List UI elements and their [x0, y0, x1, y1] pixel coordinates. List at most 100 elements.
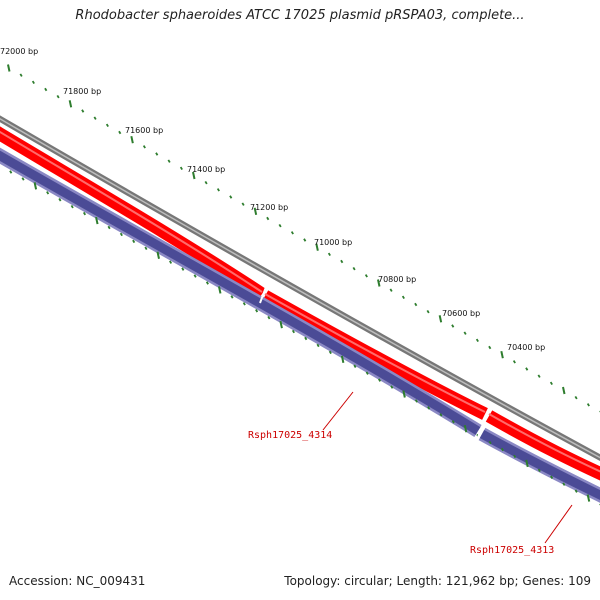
outer-tick — [216, 188, 220, 192]
inner-tick — [21, 177, 25, 181]
gene-boundary-gap — [483, 406, 491, 424]
orf-boundary-gap — [476, 423, 484, 441]
outer-tick — [130, 135, 134, 144]
inner-tick — [70, 204, 74, 209]
outer-tick — [512, 360, 516, 364]
inner-tick — [144, 246, 148, 251]
outer-tick — [105, 123, 109, 128]
inner-tick — [58, 198, 62, 202]
outer-tick — [562, 386, 566, 395]
ruler-labels: 72000 bp 71800 bp 71600 bp 71400 bp 71200 bp… — [0, 47, 545, 352]
orf-track-lower-fill — [479, 430, 600, 501]
inner-tick-marks — [9, 170, 600, 506]
ruler-label: 72000 bp — [0, 47, 38, 56]
outer-tick — [426, 309, 430, 314]
inner-tick — [562, 482, 566, 486]
inner-tick — [586, 494, 591, 502]
inner-tick — [463, 424, 468, 433]
ruler-label: 71000 bp — [314, 238, 352, 247]
outer-tick — [179, 166, 183, 171]
inner-tick — [427, 406, 431, 410]
gene-label-Rsph17025_4313[interactable]: Rsph17025_4313 — [470, 545, 554, 556]
gene-label-Rsph17025_4314[interactable]: Rsph17025_4314 — [248, 430, 332, 441]
accession-label: Accession: NC_009431 — [9, 574, 146, 588]
inner-tick — [230, 295, 234, 299]
ruler-label: 70400 bp — [507, 343, 545, 352]
inner-tick — [291, 329, 295, 334]
inner-tick — [156, 251, 160, 259]
plasmid-backbone-highlight — [0, 117, 600, 459]
gene-Rsph17025_4313[interactable] — [485, 410, 600, 481]
inner-tick — [193, 274, 197, 278]
gene-Rsph17025_4314[interactable] — [0, 126, 266, 300]
inner-tick — [9, 170, 13, 174]
outer-tick — [93, 116, 97, 120]
inner-tick — [82, 211, 87, 216]
inner-tick — [217, 286, 222, 294]
outer-tick — [253, 207, 258, 216]
outer-tick — [204, 180, 208, 185]
ruler-label: 71200 bp — [250, 203, 288, 212]
outer-tick — [475, 338, 479, 343]
inner-tick — [267, 315, 271, 320]
map-title: Rhodobacter sphaeroides ATCC 17025 plasm… — [75, 8, 525, 23]
outer-tick — [364, 274, 368, 278]
ruler-label: 70800 bp — [378, 275, 416, 284]
callout-line-Rsph17025_4313 — [544, 504, 573, 544]
outer-tick — [167, 159, 171, 163]
inner-tick — [119, 232, 123, 237]
outer-tick — [389, 288, 393, 292]
outer-tick — [19, 73, 23, 77]
inner-tick — [488, 440, 492, 445]
outer-tick — [7, 64, 11, 72]
outer-tick — [327, 252, 331, 257]
outer-tick — [278, 223, 282, 228]
outer-tick — [192, 171, 196, 180]
outer-tick — [290, 231, 294, 235]
inner-tick — [255, 309, 259, 313]
inner-tick — [402, 390, 406, 398]
inner-tick — [537, 468, 541, 473]
inner-tick — [377, 378, 382, 382]
outer-tick — [241, 202, 245, 206]
inner-tick — [304, 336, 308, 341]
outer-tick — [451, 324, 455, 328]
outer-tick — [142, 145, 146, 149]
outer-tick — [118, 130, 122, 135]
inner-tick — [340, 355, 345, 364]
outer-tick — [549, 381, 553, 386]
outer-tick-marks — [7, 64, 600, 413]
inner-tick — [353, 364, 357, 368]
outer-tick — [266, 216, 270, 221]
inner-tick — [279, 320, 283, 329]
inner-tick — [316, 343, 320, 348]
outer-tick — [303, 238, 307, 242]
outer-tick — [81, 109, 85, 113]
outer-tick — [68, 100, 73, 108]
inner-tick — [181, 267, 185, 271]
inner-tick — [574, 489, 578, 493]
inner-tick — [513, 454, 517, 459]
ruler-label: 71800 bp — [63, 87, 101, 96]
inner-tick — [439, 413, 443, 417]
plasmid-backbone — [0, 115, 600, 461]
inner-tick — [451, 420, 455, 424]
inner-tick — [33, 182, 38, 190]
outer-tick — [315, 243, 319, 251]
outer-tick — [155, 152, 159, 156]
outer-tick — [352, 266, 356, 271]
ruler-label: 71600 bp — [125, 126, 163, 135]
gene-Rsph17025_4313-upstream[interactable] — [261, 290, 488, 420]
inner-tick — [242, 302, 246, 306]
outer-tick — [500, 350, 504, 359]
outer-tick — [463, 331, 467, 335]
outer-tick — [488, 345, 492, 350]
outer-tick — [340, 259, 344, 264]
inner-tick — [169, 260, 173, 264]
inner-tick — [107, 225, 111, 230]
outer-tick — [537, 374, 541, 378]
orf-track-upper-fill — [0, 150, 481, 435]
outer-tick — [31, 80, 35, 85]
outer-tick — [574, 395, 578, 400]
